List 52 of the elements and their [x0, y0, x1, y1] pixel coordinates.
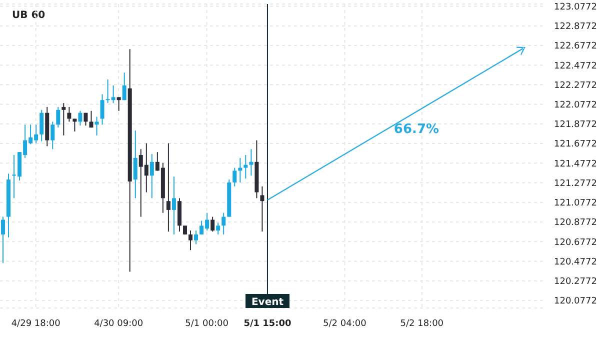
y-tick-label: 121.2772	[554, 178, 597, 189]
y-tick-label: 121.0772	[554, 198, 597, 209]
y-tick-label: 120.8772	[554, 218, 597, 228]
y-tick-label: 123.0772	[554, 2, 597, 12]
candlestick	[172, 176, 176, 235]
y-tick-label: 122.2772	[554, 80, 597, 91]
candlestick	[56, 106, 60, 128]
candlestick	[50, 121, 55, 150]
candlestick	[40, 109, 44, 142]
candlestick	[260, 186, 264, 232]
candlestick	[89, 110, 94, 128]
annotation: 66.7%	[394, 122, 440, 137]
candlestick	[166, 142, 170, 232]
candlestick	[67, 106, 72, 122]
candlestick	[100, 94, 104, 126]
candlestick	[244, 154, 248, 180]
candlestick	[210, 216, 215, 232]
candlestick	[216, 222, 220, 235]
y-tick-label: 122.0772	[554, 100, 597, 110]
candlestick	[232, 167, 237, 187]
candlestick	[94, 116, 99, 136]
candlestick	[194, 230, 198, 245]
x-tick-label: 4/30 09:00	[94, 319, 144, 329]
y-tick-label: 120.4772	[554, 257, 597, 268]
candlestick	[72, 118, 77, 132]
y-tick-label: 122.8772	[554, 22, 597, 32]
y-tick-label: 121.6772	[554, 140, 597, 150]
x-tick-label: 4/29 18:00	[11, 319, 61, 329]
candlestick	[1, 216, 5, 264]
candlestick	[78, 110, 82, 126]
candlestick	[84, 112, 88, 126]
candlestick	[249, 148, 254, 176]
candlestick	[222, 212, 226, 235]
y-tick-label: 122.4772	[554, 61, 597, 72]
y-tick-label: 122.6772	[554, 42, 597, 52]
y-tick-label: 121.8772	[554, 120, 597, 130]
x-tick-label: 5/1 00:00	[185, 319, 229, 329]
x-tick-label: 5/1 15:00	[244, 319, 292, 329]
y-tick-label: 120.0772	[554, 296, 597, 307]
candlestick	[116, 96, 121, 112]
y-tick-label: 120.2772	[554, 277, 597, 288]
candlestick	[133, 130, 138, 199]
text: UB 60	[12, 10, 46, 21]
candlestick	[62, 102, 66, 136]
candlestick	[150, 154, 154, 199]
x-tick-label: 5/2 18:00	[400, 319, 444, 329]
candlestick	[122, 72, 126, 101]
ref-line-label: Event	[251, 297, 284, 308]
y-tick-label: 120.6772	[554, 238, 597, 248]
candlestick	[188, 230, 193, 251]
y-tick-label: 121.4772	[554, 159, 597, 170]
x-tick-label: 5/2 04:00	[323, 319, 367, 329]
